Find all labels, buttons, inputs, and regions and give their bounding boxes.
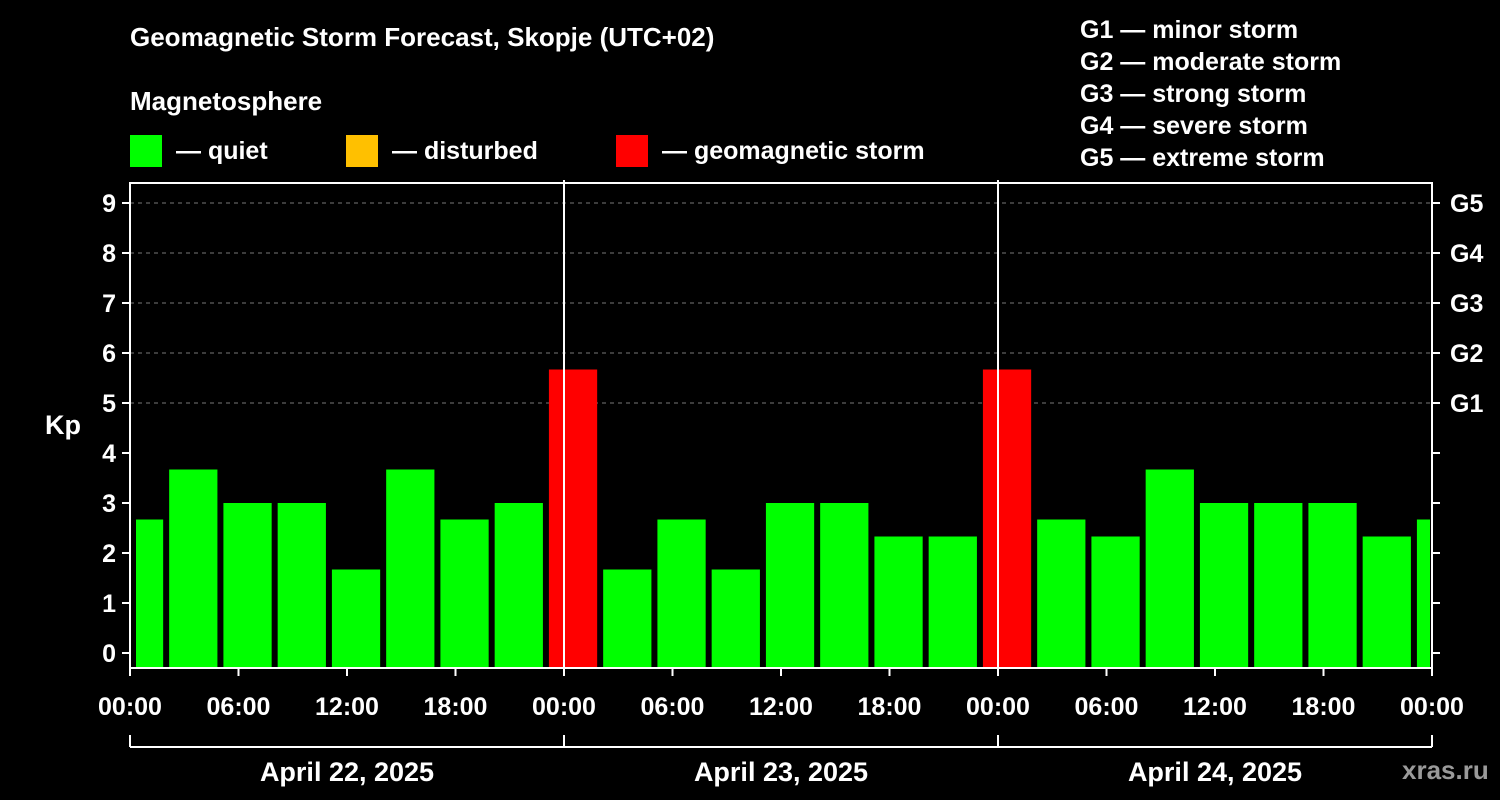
date-label: April 23, 2025: [694, 757, 868, 787]
x-tick-label: 00:00: [1400, 693, 1464, 721]
x-tick-label: 18:00: [1292, 693, 1356, 721]
legend-swatch-storm: [616, 135, 648, 167]
legend-label-disturbed: — disturbed: [392, 136, 538, 165]
g-scale-legend: G1 — minor storm G2 — moderate storm G3 …: [1080, 14, 1341, 174]
legend-item-quiet: — quiet: [130, 134, 268, 168]
y-tick-label: 7: [102, 290, 116, 318]
kp-bar: [440, 519, 489, 668]
date-label: April 24, 2025: [1128, 757, 1302, 787]
kp-bar: [1199, 503, 1249, 668]
x-tick-label: 00:00: [966, 693, 1030, 721]
kp-bar: [1091, 536, 1140, 668]
legend-item-disturbed: — disturbed: [346, 134, 538, 168]
watermark: xras.ru: [1402, 755, 1489, 785]
y-tick-label: 4: [102, 440, 116, 468]
kp-bar: [1416, 519, 1430, 668]
legend-swatch-quiet: [130, 135, 162, 167]
kp-bar: [928, 536, 977, 668]
y-tick-label: 2: [102, 540, 116, 568]
kp-bar: [1037, 519, 1086, 668]
kp-bar: [711, 569, 760, 668]
g-tick-label: G3: [1450, 290, 1483, 318]
x-tick-label: 06:00: [1075, 693, 1139, 721]
kp-bar: [1308, 503, 1357, 668]
y-tick-label: 0: [102, 640, 116, 668]
legend-swatch-disturbed: [346, 135, 378, 167]
g-tick-label: G5: [1450, 190, 1483, 218]
legend-label-storm: — geomagnetic storm: [662, 136, 925, 165]
y-tick-label: 1: [102, 590, 116, 618]
kp-bar: [223, 503, 272, 668]
g-scale-item: G5 — extreme storm: [1080, 144, 1325, 172]
g-tick-label: G4: [1450, 240, 1483, 268]
kp-bar: [386, 469, 435, 668]
x-tick-label: 18:00: [858, 693, 922, 721]
legend-item-storm: — geomagnetic storm: [616, 134, 925, 168]
date-label: April 22, 2025: [260, 757, 434, 787]
kp-bar: [982, 369, 1032, 668]
g-tick-label: G1: [1450, 390, 1483, 418]
kp-bar: [548, 369, 598, 668]
x-tick-label: 12:00: [1183, 693, 1247, 721]
kp-bar: [657, 519, 706, 668]
kp-bar: [874, 536, 923, 668]
kp-bar: [494, 503, 543, 668]
x-tick-label: 00:00: [98, 693, 162, 721]
kp-bar: [820, 503, 869, 668]
y-tick-label: 9: [102, 190, 116, 218]
kp-bar: [1362, 536, 1411, 668]
x-tick-label: 00:00: [532, 693, 596, 721]
y-axis-label: Kp: [45, 410, 81, 440]
x-tick-label: 06:00: [641, 693, 705, 721]
kp-bar: [1145, 469, 1194, 668]
x-tick-label: 12:00: [315, 693, 379, 721]
g-tick-label: G2: [1450, 340, 1483, 368]
kp-bar: [765, 503, 815, 668]
x-tick-label: 06:00: [207, 693, 271, 721]
kp-bar: [169, 469, 218, 668]
y-tick-label: 5: [102, 390, 116, 418]
kp-bar: [136, 519, 164, 668]
kp-bar: [331, 569, 381, 668]
legend-label-quiet: — quiet: [176, 136, 268, 165]
y-tick-label: 8: [102, 240, 116, 268]
kp-bar: [1254, 503, 1303, 668]
x-tick-label: 12:00: [749, 693, 813, 721]
kp-bar: [277, 503, 326, 668]
x-tick-label: 18:00: [424, 693, 488, 721]
y-tick-label: 6: [102, 340, 116, 368]
y-tick-label: 3: [102, 490, 116, 518]
g-scale-item: G1 — minor storm: [1080, 16, 1299, 44]
chart-title: Geomagnetic Storm Forecast, Skopje (UTC+…: [130, 22, 715, 52]
g-scale-item: G4 — severe storm: [1080, 112, 1308, 140]
g-scale-item: G2 — moderate storm: [1080, 48, 1342, 76]
legend-title: Magnetosphere: [130, 86, 323, 116]
kp-bar: [603, 569, 652, 668]
g-scale-item: G3 — strong storm: [1080, 80, 1307, 108]
